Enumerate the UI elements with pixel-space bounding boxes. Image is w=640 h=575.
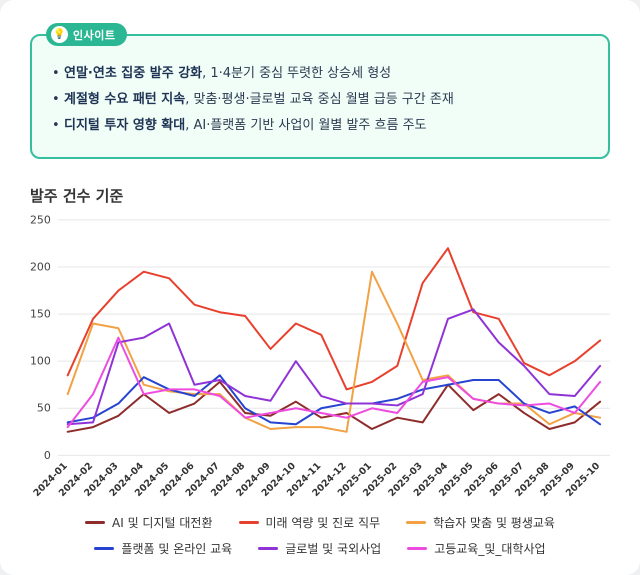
insight-bullet-bold: 연말·연초 집중 발주 강화 [64,66,203,81]
legend-item: 플랫폼 및 온라인 교육 [94,540,232,557]
legend-item: AI 및 디지털 대전환 [85,514,213,531]
svg-text:150: 150 [30,307,51,320]
chart-title: 발주 건수 기준 [30,186,124,205]
legend-item: 글로벌 및 국외사업 [258,540,381,557]
insight-bullet: 계절형 수요 패턴 지속, 맞춤·평생·글로벌 교육 중심 월별 급등 구간 존… [50,91,590,110]
insight-bullet-bold: 계절형 수요 패턴 지속 [64,91,186,107]
legend-line-marker [258,547,279,551]
legend-label: 학습자 맞춤 및 평생교육 [433,516,555,531]
legend-label: 미래 역량 및 진로 직무 [265,516,381,531]
svg-text:50: 50 [37,401,51,414]
insight-list: 연말·연초 집중 발주 강화, 1·4분기 중심 뚜렷한 상승세 형성 계절형 … [50,65,590,136]
legend-line-marker [94,547,115,551]
chart-container: 0 50 100 150 200 250 2024-01 2024-02 2024-03 2024… [22,210,618,513]
line-chart: 0501001502002502024-012024-022024-032024… [30,213,611,499]
legend-item: 미래 역량 및 진로 직무 [238,514,381,531]
legend-label: 플랫폼 및 온라인 교육 [121,542,233,557]
svg-text:0: 0 [44,448,51,461]
legend-label: AI 및 디지털 대전환 [112,516,213,531]
insight-card: 💡 인사이트 연말·연초 집중 발주 강화, 1·4분기 중심 뚜렷한 상승세 … [30,23,610,159]
lightbulb-icon: 💡 [51,26,68,43]
insight-bullet-bold: 디지털 투자 영향 확대 [64,117,186,133]
insight-bullet-rest: , AI·플랫폼 기반 사업이 월별 발주 흐름 주도 [185,117,427,133]
legend-label: 글로벌 및 국외사업 [285,542,382,557]
svg-text:250: 250 [30,213,51,226]
legend-line-marker [407,547,428,551]
insight-bullet: 연말·연초 집중 발주 강화, 1·4분기 중심 뚜렷한 상승세 형성 [50,65,590,84]
legend-item: 학습자 맞춤 및 평생교육 [406,514,555,531]
insight-bullet-rest: , 맞춤·평생·글로벌 교육 중심 월별 급등 구간 존재 [185,91,454,107]
insight-bullet: 디지털 투자 영향 확대, AI·플랫폼 기반 사업이 월별 발주 흐름 주도 [50,117,590,136]
svg-text:200: 200 [30,260,51,273]
legend-line-marker [238,521,259,525]
legend-line-marker [406,521,427,525]
svg-text:100: 100 [30,354,51,367]
legend-item: 고등교육_및_대학사업 [407,540,546,557]
insight-badge-label: 인사이트 [73,28,116,42]
insight-badge: 💡 인사이트 [46,23,128,46]
insight-bullet-rest: , 1·4분기 중심 뚜렷한 상승세 형성 [202,66,392,81]
legend-label: 고등교육_및_대학사업 [434,542,546,557]
legend-line-marker [85,521,106,525]
